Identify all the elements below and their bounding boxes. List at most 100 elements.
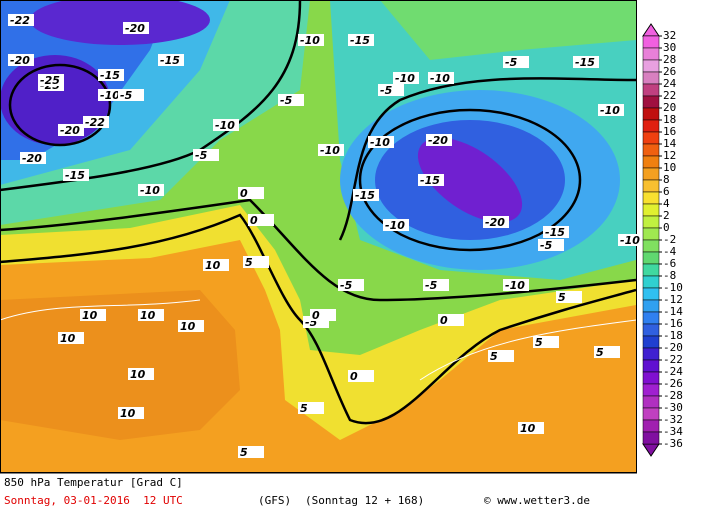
contour-label: 5	[300, 402, 308, 415]
contour-label: -15	[575, 56, 595, 69]
legend-label: -16	[663, 317, 683, 330]
legend-label: -30	[663, 401, 683, 414]
contour-label-box	[278, 94, 304, 106]
legend-swatch	[642, 83, 660, 97]
contour-label: 10	[82, 309, 98, 322]
contour-label: -5	[425, 279, 438, 292]
contour-label-box	[83, 116, 109, 128]
legend-label: 12	[663, 149, 676, 162]
contour-label-box	[438, 314, 464, 326]
legend-label: -36	[663, 437, 683, 450]
contour-label-box	[298, 402, 324, 414]
contour-label-box	[543, 226, 569, 238]
contour-label: -20	[60, 124, 80, 137]
contour-label-box	[483, 216, 509, 228]
legend-swatch	[642, 71, 660, 85]
contour-label-box	[123, 22, 149, 34]
footer-credit: © www.wetter3.de	[484, 494, 590, 507]
contour-label: -22	[85, 116, 105, 129]
contour-label: 0	[350, 370, 358, 383]
contour-label-box	[248, 214, 274, 226]
legend-swatch	[642, 167, 660, 181]
legend-label: -20	[663, 341, 683, 354]
legend-label: 30	[663, 41, 676, 54]
legend-swatch	[642, 395, 660, 409]
legend-swatch	[642, 203, 660, 217]
legend-label: 20	[663, 101, 676, 114]
legend-swatch	[642, 419, 660, 433]
legend-swatch	[642, 407, 660, 421]
legend-label: -32	[663, 413, 683, 426]
contour-label-box	[418, 174, 444, 186]
color-legend: 32302826242220181614121086420-2-4-6-8-10…	[642, 23, 683, 457]
contour-label-box	[128, 368, 154, 380]
contour-label: -10	[370, 136, 390, 149]
contour-label-box	[118, 407, 144, 419]
footer-title: 850 hPa Temperatur [Grad C]	[4, 476, 183, 489]
map-field	[0, 0, 636, 472]
contour-label-box	[393, 72, 419, 84]
legend-arrow-top	[642, 23, 660, 37]
contour-label: -20	[485, 216, 505, 229]
contour-label: -15	[355, 189, 375, 202]
contour-label: -15	[545, 226, 565, 239]
contour-label: -10	[300, 34, 320, 47]
contour-label: -15	[420, 174, 440, 187]
contour-labels: -22-20-20-25-15-10-5-22-25-15-10-20-20-1…	[8, 14, 644, 459]
legend-swatch	[642, 251, 660, 265]
contour-label: -5	[120, 89, 133, 102]
legend-label: -12	[663, 293, 683, 306]
contour-label-box	[238, 446, 264, 458]
contour-label-box	[138, 309, 164, 321]
contour-label-box	[98, 89, 124, 101]
contour-label-box	[118, 89, 144, 101]
contour-label: -5	[380, 84, 393, 97]
legend-label: -24	[663, 365, 683, 378]
contour-label: -5	[505, 56, 518, 69]
contour-label: -22	[10, 14, 30, 27]
legend-label: 6	[663, 185, 670, 198]
contour-label-box	[348, 370, 374, 382]
contour-label: 10	[520, 422, 536, 435]
contour-label: -5	[340, 279, 353, 292]
contour-label-box	[238, 187, 264, 199]
contour-label: -10	[385, 219, 405, 232]
legend-label: 22	[663, 89, 676, 102]
contour-label-box	[338, 279, 364, 291]
contour-label-box	[426, 134, 452, 146]
legend-label: -28	[663, 389, 683, 402]
contour-label-box	[8, 54, 34, 66]
legend-swatch	[642, 287, 660, 301]
contour-label: -10	[215, 119, 235, 132]
contour-label-box	[63, 169, 89, 181]
footer-date: Sonntag, 03-01-2016 12 UTC	[4, 494, 183, 507]
contour-label-box	[38, 74, 64, 86]
legend-label: -18	[663, 329, 683, 342]
legend-label: -6	[663, 257, 676, 270]
legend-swatch	[642, 431, 660, 445]
legend-label: -34	[663, 425, 683, 438]
contour-label-box	[378, 84, 404, 96]
contour-label-box	[503, 279, 529, 291]
contour-label-box	[538, 239, 564, 251]
contour-label: -25	[40, 74, 60, 87]
contour-label: 10	[60, 332, 76, 345]
legend-label: 0	[663, 221, 670, 234]
contour-label: 5	[245, 256, 253, 269]
legend-swatch	[642, 359, 660, 373]
contour-label: -20	[125, 22, 145, 35]
contour-label-box	[243, 256, 269, 268]
contour-label: -10	[505, 279, 525, 292]
legend-label: -14	[663, 305, 683, 318]
contour-label: 0	[240, 187, 248, 200]
contour-label-box	[8, 14, 34, 26]
contour-label-box	[158, 54, 184, 66]
legend-label: -10	[663, 281, 683, 294]
legend-swatch	[642, 347, 660, 361]
legend-swatch	[642, 143, 660, 157]
contour-label: -5	[195, 149, 208, 162]
contour-label: -15	[160, 54, 180, 67]
legend-swatch	[642, 95, 660, 109]
contour-label: -10	[430, 72, 450, 85]
contour-label-box	[178, 320, 204, 332]
